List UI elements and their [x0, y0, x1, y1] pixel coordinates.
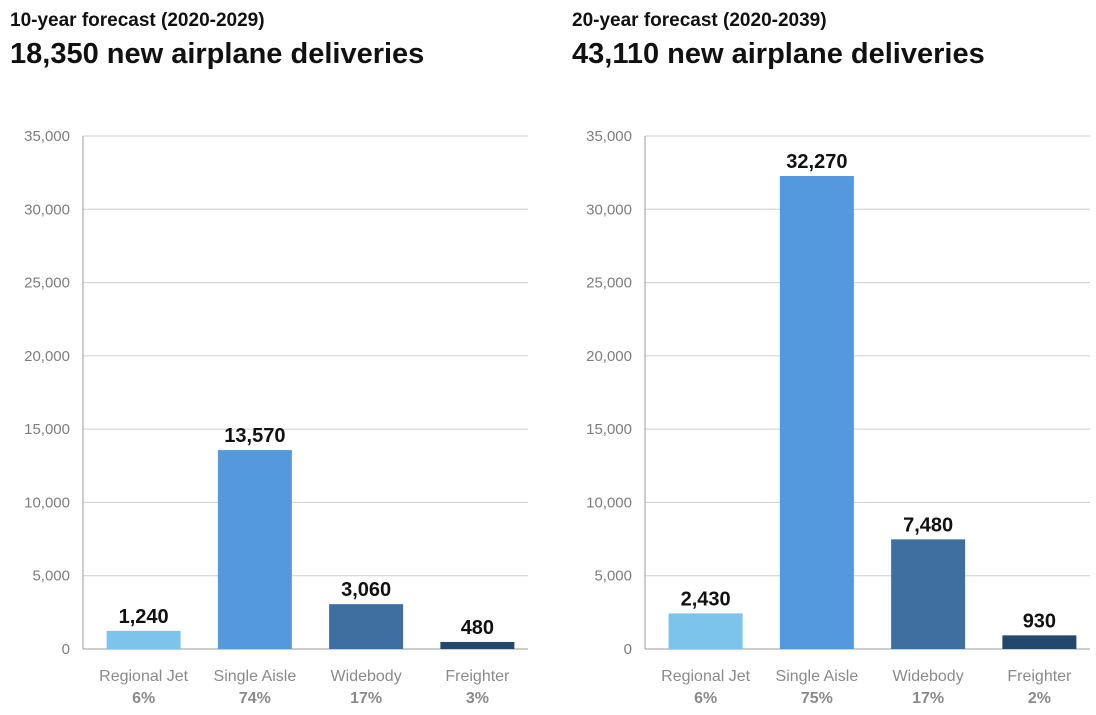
- y-tick-label: 15,000: [24, 421, 70, 438]
- data-label: 480: [461, 617, 494, 639]
- bar-freighter: [1002, 635, 1077, 649]
- y-tick-label: 30,000: [24, 201, 70, 218]
- y-tick-label: 10,000: [24, 494, 70, 511]
- bar-single-aisle: [779, 176, 854, 650]
- bar-freighter: [440, 641, 515, 649]
- chart-panel-20-year: 20-year forecast (2020-2039) 43,110 new …: [562, 0, 1096, 715]
- percentage-label: 6%: [694, 690, 717, 707]
- y-tick-label: 30,000: [586, 201, 632, 218]
- chart-panel-10-year: 10-year forecast (2020-2029) 18,350 new …: [0, 0, 540, 715]
- chart-subtitle: 10-year forecast (2020-2029): [10, 10, 265, 31]
- x-tick-label: Widebody: [893, 668, 964, 685]
- x-tick-label: Freighter: [1007, 668, 1072, 685]
- y-tick-label: 20,000: [24, 348, 70, 365]
- bar-single-aisle: [217, 450, 292, 649]
- percentage-label: 6%: [132, 690, 155, 707]
- data-label: 13,570: [224, 425, 285, 447]
- bar-chart-20-year: 0 5,000 10,000 15,000 20,000 25,000 30,000 35,0…: [586, 128, 1090, 707]
- bar-widebody: [329, 604, 404, 649]
- percentage-label: 17%: [912, 690, 944, 707]
- percentage-label: 74%: [239, 690, 271, 707]
- percentage-label: 3%: [466, 690, 489, 707]
- x-tick-label: Single Aisle: [214, 668, 297, 685]
- bar-regional-jet: [668, 613, 743, 649]
- y-tick-label: 25,000: [586, 275, 632, 292]
- data-label: 1,240: [119, 606, 169, 628]
- bar-widebody: [891, 539, 966, 649]
- y-tick-label: 5,000: [32, 568, 70, 585]
- x-tick-label: Freighter: [445, 668, 510, 685]
- y-tick-label: 0: [62, 641, 70, 658]
- y-tick-label: 15,000: [586, 421, 632, 438]
- chart-subtitle: 20-year forecast (2020-2039): [572, 10, 827, 31]
- y-tick-label: 10,000: [586, 494, 632, 511]
- data-label: 930: [1023, 610, 1056, 632]
- bar-regional-jet: [106, 630, 181, 649]
- percentage-label: 2%: [1028, 690, 1051, 707]
- x-tick-label: Widebody: [331, 668, 402, 685]
- percentage-label: 17%: [350, 690, 382, 707]
- chart-title: 43,110 new airplane deliveries: [572, 38, 985, 70]
- x-tick-label: Regional Jet: [99, 668, 189, 685]
- data-label: 7,480: [903, 514, 953, 536]
- data-label: 32,270: [786, 151, 847, 173]
- y-tick-label: 0: [624, 641, 632, 658]
- y-tick-label: 5,000: [594, 568, 632, 585]
- data-label: 3,060: [341, 579, 391, 601]
- y-tick-label: 35,000: [24, 128, 70, 145]
- percentage-label: 75%: [801, 690, 833, 707]
- chart-title: 18,350 new airplane deliveries: [10, 38, 425, 70]
- bar-chart-10-year: 0 5,000 10,000 15,000 20,000 25,000 30,000 35,0…: [24, 128, 528, 707]
- y-tick-label: 25,000: [24, 275, 70, 292]
- data-label: 2,430: [681, 588, 731, 610]
- y-tick-label: 20,000: [586, 348, 632, 365]
- y-tick-label: 35,000: [586, 128, 632, 145]
- x-tick-label: Regional Jet: [661, 668, 751, 685]
- x-tick-label: Single Aisle: [776, 668, 859, 685]
